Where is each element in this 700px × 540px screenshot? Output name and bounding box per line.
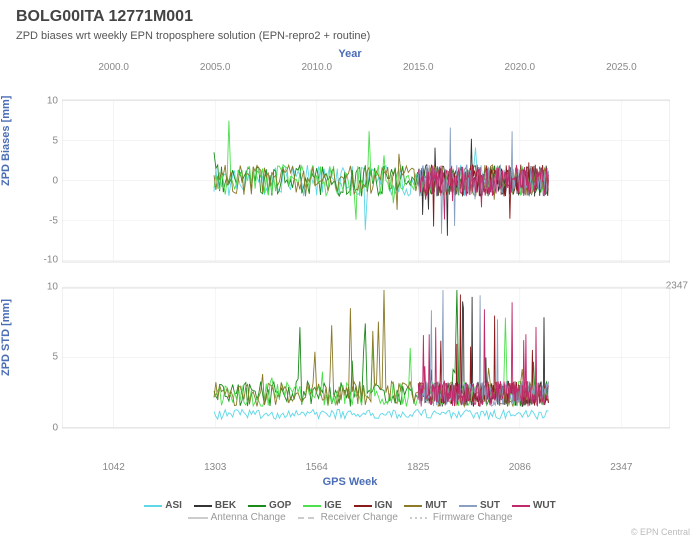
year-tick: 2020.0 (505, 62, 536, 73)
y-tick: -5 (36, 215, 58, 226)
y-tick: 5 (36, 352, 58, 363)
legend-swatch (298, 514, 318, 522)
legend-item-mut: MUT (404, 500, 447, 511)
plot-svg (62, 78, 670, 458)
legend-swatch (410, 514, 430, 522)
left-axis-label-std: ZPD STD [mm] (0, 299, 12, 376)
legend-swatch (512, 505, 530, 507)
gpsweek-tick: 1042 (103, 462, 125, 473)
credit: © EPN Central (631, 527, 690, 537)
legend-swatch (188, 514, 208, 522)
legend-label: ASI (165, 500, 182, 511)
y-tick: 0 (36, 422, 58, 433)
legend-swatch (459, 505, 477, 507)
legend-item-ige: IGE (303, 500, 341, 511)
legend-label: WUT (533, 500, 556, 511)
year-tick: 2010.0 (301, 62, 332, 73)
gpsweek-tick: 1303 (204, 462, 226, 473)
legend: ASI BEK GOP IGE IGN MUT SUT WUT Antenna Change R… (0, 499, 700, 524)
y-tick: -10 (36, 255, 58, 266)
year-tick: 2015.0 (403, 62, 434, 73)
legend-item-asi: ASI (144, 500, 182, 511)
legend-item-sut: SUT (459, 500, 500, 511)
legend-swatch (404, 505, 422, 507)
legend-swatch (248, 505, 266, 507)
legend-swatch (354, 505, 372, 507)
gpsweek-tick: 2347 (610, 462, 632, 473)
gpsweek-tick: 1825 (407, 462, 429, 473)
legend-item-wut: WUT (512, 500, 556, 511)
legend-label: BEK (215, 500, 236, 511)
legend-label: GOP (269, 500, 291, 511)
legend-swatch (144, 505, 162, 507)
legend-item-change: Receiver Change (298, 512, 398, 523)
legend-label: SUT (480, 500, 500, 511)
chart-container: BOLG00ITA 12771M001 ZPD biases wrt weekl… (0, 0, 700, 540)
legend-item-bek: BEK (194, 500, 236, 511)
year-tick: 2005.0 (200, 62, 231, 73)
bottom-axis-label: GPS Week (323, 476, 378, 488)
legend-swatch (303, 505, 321, 507)
legend-item-change: Firmware Change (410, 512, 512, 523)
top-axis-label: Year (338, 48, 361, 60)
left-axis-label-biases: ZPD Biases [mm] (0, 96, 12, 186)
legend-label: IGN (375, 500, 393, 511)
gpsweek-tick: 1564 (306, 462, 328, 473)
legend-label: Antenna Change (211, 512, 286, 523)
legend-swatch (194, 505, 212, 507)
chart-title: BOLG00ITA 12771M001 (16, 8, 193, 26)
legend-item-ign: IGN (354, 500, 393, 511)
y-tick: 5 (36, 135, 58, 146)
legend-label: Firmware Change (433, 512, 512, 523)
year-tick: 2000.0 (98, 62, 129, 73)
legend-label: MUT (425, 500, 447, 511)
y-tick: 0 (36, 175, 58, 186)
gpsweek-tick: 2086 (509, 462, 531, 473)
legend-label: IGE (324, 500, 341, 511)
year-tick: 2025.0 (606, 62, 637, 73)
legend-item-change: Antenna Change (188, 512, 286, 523)
legend-item-gop: GOP (248, 500, 291, 511)
y-tick: 10 (36, 282, 58, 293)
y-tick: 10 (36, 95, 58, 106)
legend-label: Receiver Change (321, 512, 398, 523)
chart-subtitle: ZPD biases wrt weekly EPN troposphere so… (16, 30, 370, 42)
